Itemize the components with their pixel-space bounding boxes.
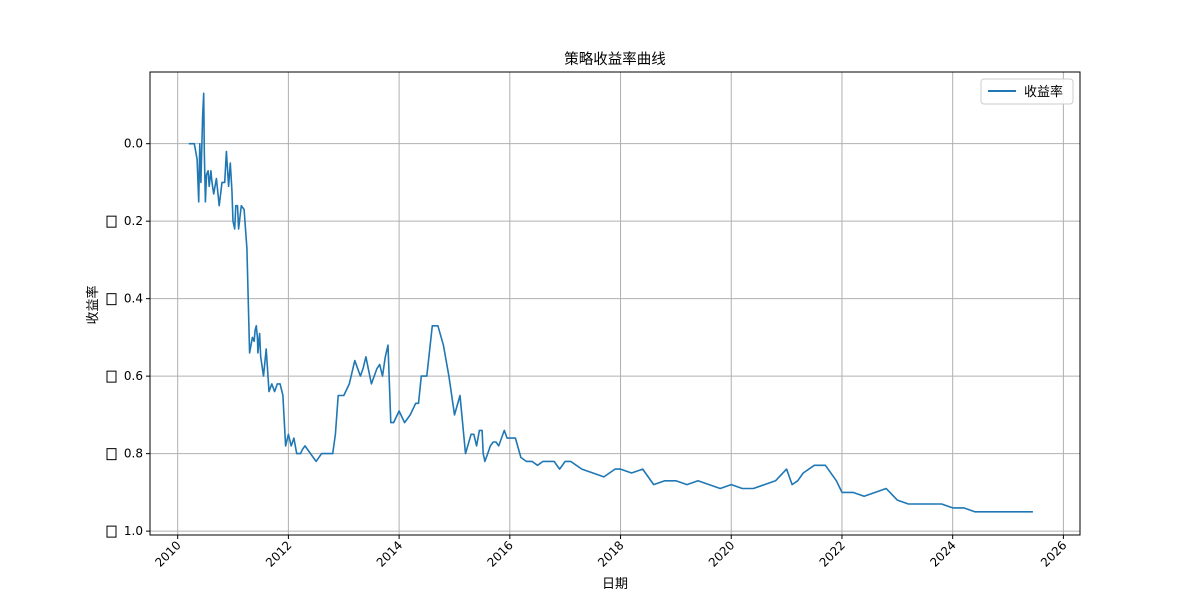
y-tick-label: 0.2 xyxy=(124,214,143,228)
missing-glyph-box xyxy=(106,525,117,538)
grid xyxy=(150,72,1080,535)
x-axis-label: 日期 xyxy=(602,577,628,592)
legend-series-label: 收益率 xyxy=(1024,84,1063,100)
missing-glyph-box xyxy=(106,370,117,383)
series-group xyxy=(188,92,1033,513)
missing-glyph-box xyxy=(106,215,117,228)
y-tick-label: 1.0 xyxy=(124,524,143,538)
series-line-return xyxy=(188,92,1033,513)
missing-glyph-box xyxy=(106,293,117,306)
y-axis-label: 收益率 xyxy=(85,285,101,324)
plot-frame xyxy=(149,71,1081,536)
missing-glyph-box xyxy=(106,448,117,461)
y-tick-label: 0.6 xyxy=(124,369,143,383)
x-axis-ticks: 2010 2012 2014 2016 2018 2020 2022 2024 2026 xyxy=(152,535,1070,570)
chart-title: 策略收益率曲线 xyxy=(564,51,666,68)
legend: 收益率 xyxy=(980,78,1074,105)
y-axis-ticks: 0.0 0.2 0.4 0.6 0.8 1.0 xyxy=(106,137,150,538)
y-tick-label: 0.0 xyxy=(124,137,143,151)
y-tick-label: 0.8 xyxy=(124,447,143,461)
legend-box xyxy=(980,78,1074,105)
y-tick-label: 0.4 xyxy=(124,292,143,306)
